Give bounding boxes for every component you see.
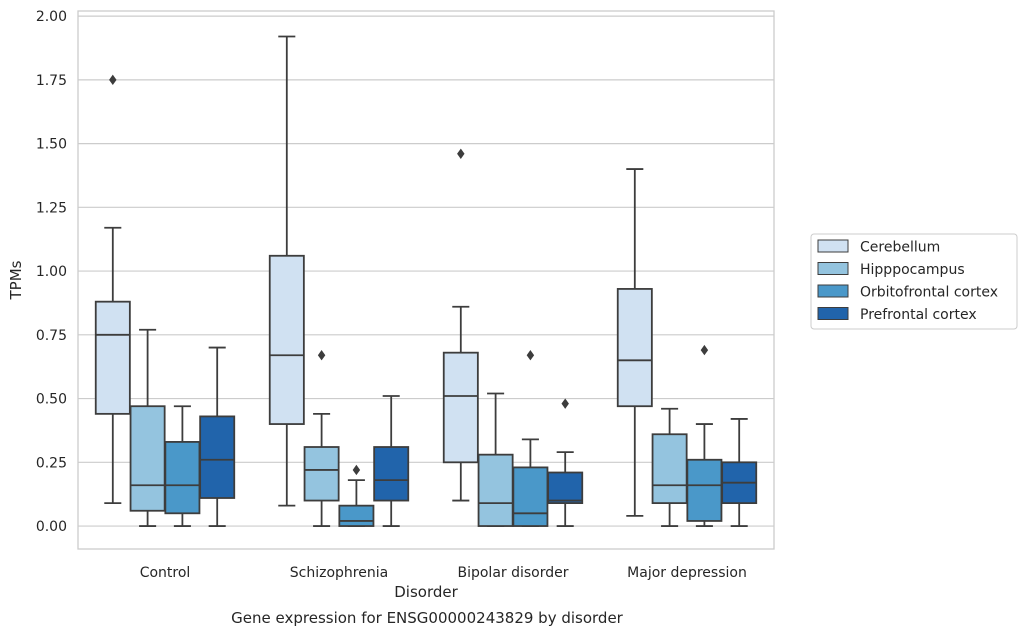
outlier-point	[317, 350, 326, 361]
y-tick-label: 0.25	[36, 455, 67, 471]
outlier-point	[700, 344, 709, 356]
box	[616, 288, 653, 408]
box	[129, 405, 166, 512]
box	[268, 254, 305, 425]
legend-swatch	[817, 307, 849, 320]
outlier-point	[526, 350, 535, 361]
box-series	[94, 35, 758, 527]
x-tick-label: Schizophrenia	[290, 565, 388, 581]
box-group	[651, 407, 688, 527]
legend-label: Orbitofrontal cortex	[860, 285, 998, 301]
legend-frame	[810, 233, 1018, 330]
box	[338, 504, 375, 527]
box	[512, 466, 549, 527]
y-tick-label: 2.00	[36, 9, 67, 25]
box-group	[512, 350, 549, 527]
y-tick-label: 1.50	[36, 137, 67, 153]
box-group	[547, 398, 584, 527]
box-group	[199, 346, 236, 527]
x-axis-ticks: Control Schizophrenia Bipolar disorder Majo…	[140, 565, 747, 581]
legend: Cerebellum Hipppocampus Orbitofrontal cort…	[810, 233, 1018, 330]
outlier-point	[457, 148, 465, 159]
box-group	[94, 74, 131, 505]
y-tick-label: 0.50	[36, 392, 67, 408]
box-group	[338, 464, 375, 527]
legend-swatch	[817, 262, 849, 275]
legend-swatch	[817, 284, 849, 298]
x-tick-label: Control	[140, 565, 191, 581]
box	[477, 453, 514, 527]
legend-label: Hipppocampus	[860, 262, 965, 278]
x-axis-label: Disorder	[394, 583, 458, 601]
outlier-point	[109, 74, 117, 86]
box-group	[616, 168, 653, 517]
box-group	[721, 418, 758, 527]
y-tick-label: 1.75	[36, 73, 67, 89]
y-tick-label: 0.75	[36, 328, 67, 344]
box	[651, 433, 688, 505]
y-tick-label: 0.00	[36, 519, 67, 535]
box-group	[442, 148, 479, 502]
box-group	[129, 328, 166, 527]
box	[373, 446, 410, 502]
y-axis-ticks: 0.00 0.25 0.50 0.75 1.00 1.25 1.50 1.75 2.00	[36, 9, 67, 535]
box	[547, 471, 584, 505]
legend-label: Cerebellum	[860, 240, 940, 256]
box-group	[303, 350, 340, 527]
box-group	[373, 395, 410, 527]
chart-caption: Gene expression for ENSG00000243829 by d…	[231, 609, 624, 627]
outlier-point	[561, 398, 569, 409]
box	[94, 300, 131, 415]
box	[164, 441, 201, 515]
y-tick-label: 1.25	[36, 200, 67, 216]
legend-label: Prefrontal cortex	[860, 307, 977, 323]
box-group	[268, 35, 305, 507]
x-tick-label: Bipolar disorder	[457, 565, 568, 581]
box	[686, 458, 723, 522]
box	[303, 446, 340, 502]
y-axis-label: TPMs	[7, 260, 25, 300]
outlier-point	[352, 464, 361, 476]
box-group	[477, 392, 514, 527]
x-tick-label: Major depression	[627, 565, 747, 581]
box	[442, 351, 479, 464]
box-group	[164, 405, 201, 527]
plot-area-frame	[77, 10, 775, 550]
box	[199, 415, 236, 499]
legend-swatch	[817, 239, 849, 253]
y-tick-label: 1.00	[36, 264, 67, 280]
box-group	[686, 344, 723, 527]
